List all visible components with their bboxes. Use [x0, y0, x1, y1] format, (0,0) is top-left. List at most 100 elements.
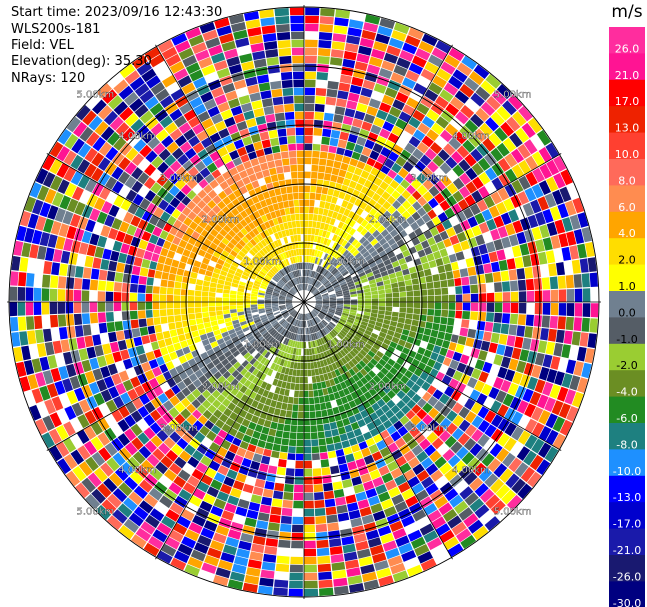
velocity-cell [237, 146, 247, 157]
velocity-cell [282, 267, 288, 275]
velocity-cell [511, 179, 524, 194]
velocity-cell [425, 275, 433, 283]
velocity-cell [329, 277, 336, 283]
velocity-cell [311, 278, 316, 286]
velocity-cell [328, 275, 335, 282]
velocity-cell [292, 185, 299, 193]
velocity-cell [475, 107, 490, 122]
velocity-cell [417, 122, 430, 135]
velocity-cell [304, 150, 312, 158]
velocity-cell [393, 64, 408, 77]
velocity-cell [324, 271, 331, 278]
velocity-cell [315, 281, 320, 288]
velocity-cell [295, 270, 299, 277]
velocity-cell [395, 118, 408, 130]
velocity-cell [347, 283, 355, 288]
velocity-cell [251, 180, 260, 189]
velocity-cell [526, 290, 535, 302]
velocity-cell [377, 171, 387, 181]
velocity-cell [251, 100, 263, 110]
velocity-cell [505, 223, 516, 236]
velocity-cell [389, 255, 398, 263]
velocity-cell [451, 151, 464, 164]
velocity-cell [363, 284, 370, 290]
velocity-cell [314, 280, 319, 287]
velocity-cell [352, 118, 363, 128]
velocity-cell [448, 253, 457, 263]
velocity-cell [320, 268, 326, 275]
velocity-cell [346, 35, 361, 45]
velocity-cell [404, 173, 416, 184]
velocity-cell [343, 292, 350, 296]
velocity-cell [315, 296, 322, 299]
velocity-cell [354, 241, 362, 249]
velocity-cell [310, 185, 317, 193]
velocity-cell [494, 127, 508, 142]
velocity-cell [469, 203, 481, 216]
velocity-cell [218, 128, 230, 139]
velocity-cell [471, 190, 483, 203]
velocity-cell [316, 236, 322, 244]
velocity-cell [205, 125, 218, 137]
velocity-cell [297, 234, 301, 242]
velocity-cell [249, 92, 261, 102]
velocity-cell [422, 179, 434, 191]
velocity-cell [550, 289, 559, 302]
velocity-cell [381, 254, 389, 262]
velocity-cell [378, 250, 387, 258]
velocity-cell [256, 225, 263, 233]
velocity-cell [496, 84, 513, 100]
velocity-cell [453, 223, 464, 235]
velocity-cell [470, 284, 479, 294]
velocity-cell [198, 57, 213, 69]
velocity-cell [382, 220, 391, 229]
velocity-cell [318, 258, 323, 266]
velocity-cell [571, 259, 581, 274]
velocity-cell [395, 91, 409, 104]
velocity-cell [354, 252, 362, 260]
velocity-cell [276, 195, 283, 203]
velocity-cell [305, 283, 307, 291]
velocity-cell [395, 184, 406, 195]
velocity-cell [434, 180, 446, 192]
velocity-cell [459, 172, 471, 185]
velocity-cell [475, 86, 491, 101]
velocity-cell [525, 171, 538, 187]
velocity-cell [276, 32, 291, 41]
velocity-cell [420, 96, 434, 109]
velocity-cell [169, 61, 185, 74]
velocity-cell [530, 253, 540, 266]
velocity-cell [308, 220, 313, 228]
velocity-cell [361, 261, 369, 268]
velocity-cell [467, 266, 477, 276]
velocity-cell [305, 23, 319, 32]
velocity-cell [278, 47, 292, 57]
velocity-cell [444, 263, 453, 272]
velocity-cell [349, 195, 357, 204]
velocity-cell [255, 171, 264, 180]
velocity-cell [296, 227, 301, 235]
velocity-cell [348, 236, 356, 244]
velocity-cell [364, 254, 373, 262]
velocity-cell [305, 47, 318, 56]
velocity-cell [379, 102, 392, 113]
velocity-cell [502, 292, 511, 302]
velocity-cell [447, 278, 455, 287]
velocity-cell [265, 212, 273, 221]
velocity-cell [373, 177, 383, 187]
velocity-cell [292, 63, 304, 72]
velocity-cell [284, 266, 289, 274]
velocity-cell [171, 33, 188, 46]
velocity-cell [298, 178, 304, 186]
velocity-cell [279, 144, 289, 152]
velocity-cell [582, 288, 591, 302]
velocity-cell [414, 243, 424, 252]
velocity-cell [288, 228, 294, 236]
velocity-cell [309, 277, 314, 285]
velocity-cell [272, 203, 280, 211]
velocity-cell [310, 256, 314, 263]
velocity-cell [390, 277, 398, 284]
velocity-cell [496, 201, 508, 215]
velocity-cell [368, 98, 381, 109]
velocity-cell [299, 206, 304, 214]
